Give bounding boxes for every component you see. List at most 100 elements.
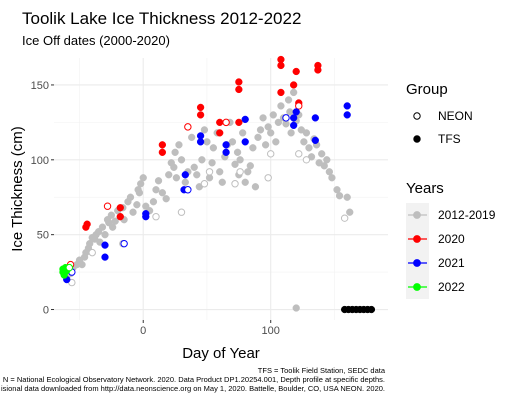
tfs-point <box>311 136 319 144</box>
neon-point <box>200 180 209 188</box>
tfs-point <box>152 186 160 194</box>
plot-panel <box>54 58 388 320</box>
neon-point <box>65 263 73 272</box>
y-tick-label: 0 <box>43 305 49 317</box>
tfs-point <box>261 141 270 149</box>
neon-point <box>267 150 275 158</box>
tfs-point <box>302 129 311 137</box>
tfs-point <box>126 193 135 201</box>
x-tick-label: 0 <box>140 325 146 337</box>
tfs-point <box>246 162 254 170</box>
tfs-point <box>172 174 181 182</box>
neon-point <box>302 156 311 164</box>
tfs-point <box>116 213 124 221</box>
tfs-point <box>254 133 262 141</box>
tfs-point <box>101 253 109 261</box>
tfs-point <box>236 156 244 164</box>
caption-tfs: TFS = Toolik Field Station, SEDC data <box>258 366 386 375</box>
tfs-point <box>305 144 313 152</box>
tfs-point <box>216 118 224 127</box>
legend-label-tfs: TFS <box>438 132 461 146</box>
legend-key-dot <box>413 259 421 267</box>
tfs-point <box>216 129 224 137</box>
legend-key-dot <box>413 283 421 291</box>
tfs-point <box>142 210 150 218</box>
tfs-point <box>318 150 326 158</box>
tfs-point <box>231 160 239 168</box>
tfs-point <box>208 159 216 167</box>
tfs-point <box>251 183 260 191</box>
tfs-point <box>286 108 294 116</box>
tfs-point <box>149 198 158 206</box>
tfs-point <box>158 141 167 149</box>
legend-years-title: Years <box>406 180 444 197</box>
chart-title: Toolik Lake Ice Thickness 2012-2022 <box>22 9 301 28</box>
tfs-point <box>193 171 201 179</box>
tfs-point <box>267 129 275 137</box>
neon-point <box>295 150 303 158</box>
tfs-point <box>129 208 137 216</box>
x-axis-title: Day of Year <box>182 345 260 362</box>
legend-label-year: 2021 <box>438 256 465 270</box>
neon-point <box>222 118 230 127</box>
legend-key-neon <box>413 112 421 120</box>
caption-neon-2: isional data downloaded from http://data… <box>1 384 385 393</box>
tfs-point <box>290 121 298 130</box>
neon-point <box>184 186 192 194</box>
tfs-point <box>328 174 336 182</box>
neon-point <box>152 212 160 221</box>
tfs-point <box>98 223 107 231</box>
tfs-point <box>78 260 86 269</box>
neon-point <box>264 174 272 182</box>
tfs-point <box>216 168 224 176</box>
tfs-point <box>170 163 178 171</box>
tfs-point <box>181 178 189 186</box>
tfs-point <box>101 231 109 239</box>
tfs-point <box>277 88 285 97</box>
neon-point <box>282 114 290 122</box>
legends: Group NEON TFS Years 2012-2019 2020 2021 2022 <box>406 81 496 299</box>
tfs-point <box>311 114 319 122</box>
tfs-point <box>196 111 205 119</box>
neon-point <box>340 214 349 222</box>
tfs-point <box>292 304 300 312</box>
tfs-point <box>198 156 206 164</box>
tfs-point <box>203 138 211 146</box>
tfs-point <box>158 189 167 197</box>
tfs-point <box>134 186 142 194</box>
legend-key-tfs <box>413 135 421 143</box>
legend-label-neon: NEON <box>438 109 473 123</box>
tfs-point <box>300 138 308 146</box>
tfs-point <box>190 163 198 171</box>
neon-point <box>236 168 244 176</box>
legend-key-dot <box>413 235 421 243</box>
tfs-point <box>181 171 189 179</box>
y-tick-label: 150 <box>31 80 49 92</box>
neon-point <box>88 248 96 257</box>
legend-label-year: 2022 <box>438 280 465 294</box>
tfs-point <box>241 138 249 146</box>
neon-point <box>177 208 186 216</box>
legend-label-year: 2012-2019 <box>438 208 496 222</box>
tfs-point <box>292 108 300 116</box>
legend-key-dot <box>413 211 421 219</box>
tfs-point <box>259 114 267 122</box>
tfs-point <box>249 144 257 152</box>
tfs-point <box>235 118 243 127</box>
tfs-point <box>256 126 265 134</box>
tfs-point <box>196 103 205 112</box>
tfs-point <box>323 156 331 164</box>
legend-group-title: Group <box>406 81 448 98</box>
tfs-point <box>196 132 205 140</box>
tfs-point <box>335 192 344 200</box>
tfs-point <box>367 305 376 314</box>
y-tick-label: 100 <box>31 155 49 167</box>
tfs-point <box>175 141 183 149</box>
tfs-point <box>154 177 163 185</box>
tfs-point <box>165 171 173 179</box>
tfs-point <box>177 156 186 164</box>
tfs-point <box>222 141 230 149</box>
tfs-point <box>290 88 298 97</box>
y-axis-title: Ice Thickness (cm) <box>9 126 26 252</box>
